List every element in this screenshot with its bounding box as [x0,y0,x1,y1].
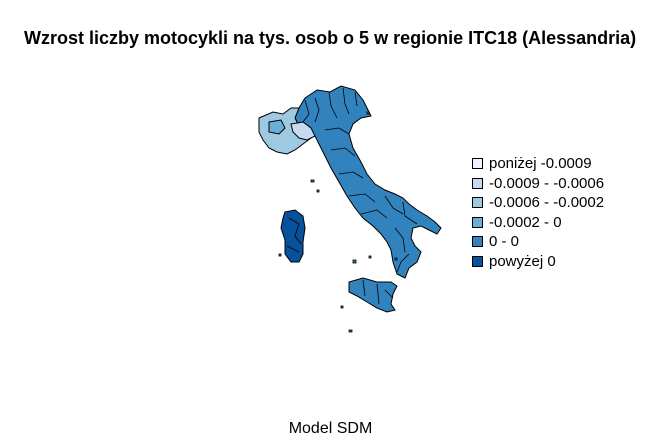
map-caption: Model SDM [288,420,373,437]
sicily [348,277,398,313]
map-title: Wzrost liczby motocykli na tys. osob o 5… [24,28,637,48]
north-west-region-lighter [290,121,316,141]
legend-swatch [472,177,483,189]
legend-swatch [472,255,483,267]
province-borders [286,87,418,305]
legend-label: powyżej 0 [489,252,556,270]
italy-mainland [294,85,442,279]
legend-label: -0.0006 - -0.0002 [489,194,605,212]
legend-label: -0.0009 - -0.0006 [489,174,605,192]
legend-item: -0.0002 - 0 [472,213,604,233]
legend-item: powyżej 0 [472,252,604,272]
legend-item: -0.0006 - -0.0002 [472,193,604,213]
sardinia [280,209,306,263]
legend-label: -0.0002 - 0 [489,213,562,231]
legend-swatch [472,197,483,209]
legend-swatch [472,158,483,170]
legend-label: poniżej -0.0009 [489,155,592,173]
map-legend: poniżej -0.0009 -0.0009 - -0.0006 -0.000… [472,154,604,271]
north-west-region-mid [268,119,286,135]
italy-choropleth-map [258,85,442,333]
legend-swatch [472,236,483,248]
legend-item: 0 - 0 [472,232,604,252]
small-islands [278,111,398,333]
legend-item: poniżej -0.0009 [472,154,604,174]
legend-label: 0 - 0 [489,233,520,251]
legend-swatch [472,216,483,228]
legend-item: -0.0009 - -0.0006 [472,174,604,194]
